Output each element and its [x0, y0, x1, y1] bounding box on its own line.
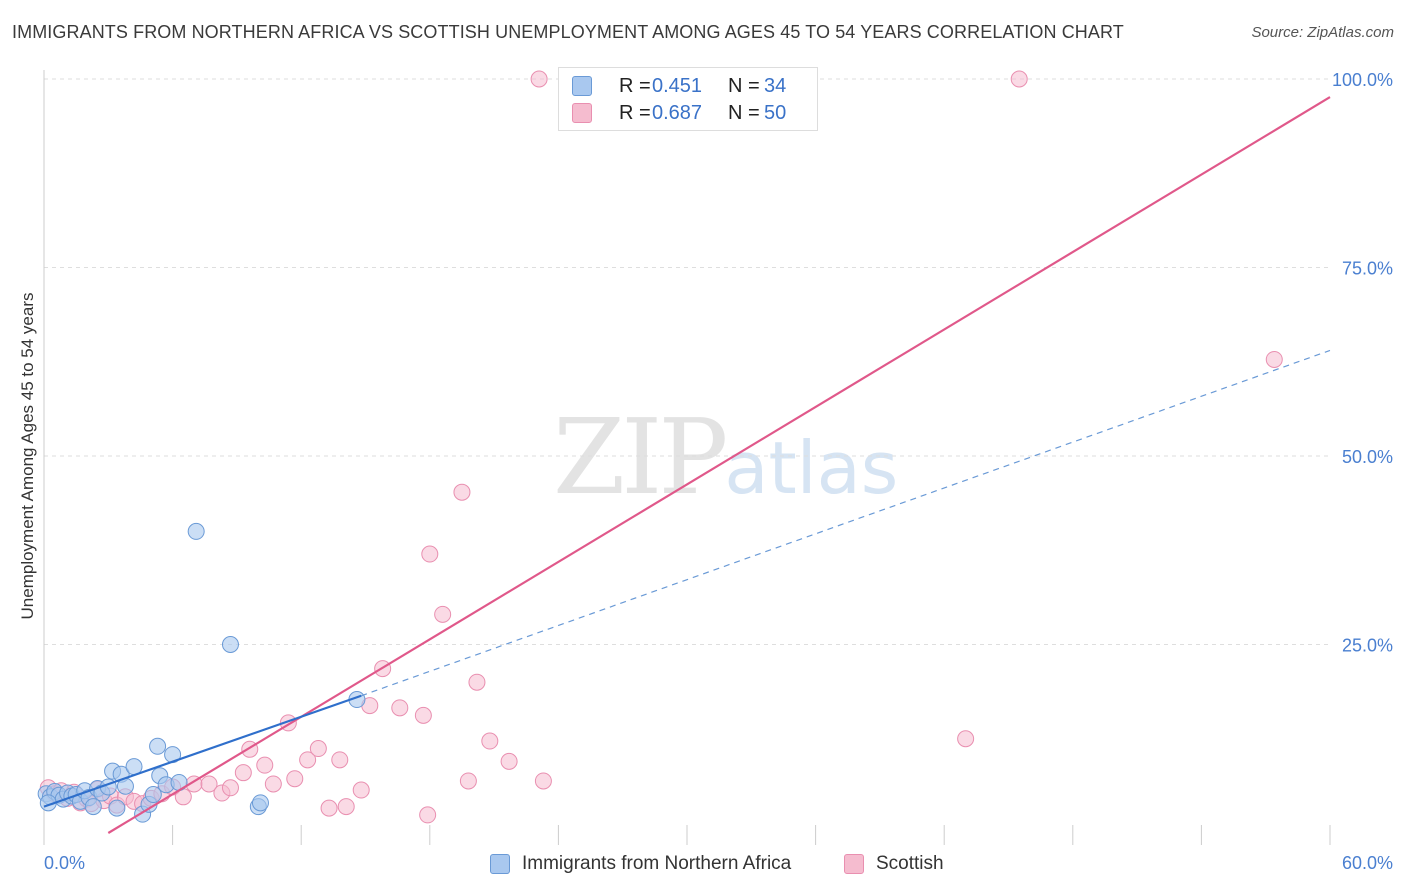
scatter-point-scottish [264, 775, 282, 793]
bottom-legend-immigrants: Immigrants from Northern Africa [490, 851, 791, 877]
trend-line-immigrants [43, 694, 362, 808]
trend-line-immigrants-extension [361, 349, 1331, 697]
trend-line-scottish [107, 96, 1331, 834]
scatter-point-scottish [414, 706, 432, 724]
scatter-point-scottish [421, 545, 439, 563]
scatter-point-scottish [299, 751, 317, 769]
scatter-point-immigrants [84, 798, 102, 816]
scatter-point-immigrants [251, 794, 269, 812]
legend-r-value: 0.451 [652, 74, 703, 97]
scatter-point-immigrants [221, 636, 239, 653]
scatter-point-immigrants [187, 522, 205, 540]
legend-n-value: 34 [764, 74, 787, 97]
scatter-point-scottish [200, 775, 218, 793]
legend-n-label: N = [728, 101, 760, 124]
y-tick-label: 100.0% [1332, 70, 1393, 90]
scatter-point-scottish [530, 70, 548, 88]
scatter-point-immigrants [149, 737, 167, 755]
scatter-point-scottish [309, 740, 327, 758]
scatter-point-scottish [459, 772, 477, 790]
legend-swatch-blue [572, 76, 592, 96]
scatter-point-scottish [286, 770, 304, 788]
scatter-point-immigrants [108, 799, 126, 817]
y-tick-label: 50.0% [1342, 447, 1393, 467]
source-label: Source: ZipAtlas.com [1251, 24, 1394, 41]
bottom-legend-label: Scottish [876, 853, 944, 874]
scatter-point-scottish [234, 764, 252, 782]
x-tick-label: 0.0% [44, 853, 85, 873]
scatter-point-scottish [534, 772, 552, 790]
scatter-point-scottish [500, 752, 518, 770]
legend-n-value: 50 [764, 101, 787, 124]
legend-n-label: N = [728, 74, 760, 97]
legend-r-label: R = [619, 74, 651, 97]
y-axis-label: Unemployment Among Ages 45 to 54 years [18, 292, 37, 620]
scatter-point-scottish [957, 730, 975, 748]
bottom-legend-label: Immigrants from Northern Africa [522, 853, 792, 874]
scatter-point-scottish [434, 605, 452, 623]
scatter-point-immigrants [144, 786, 162, 804]
scatter-point-scottish [221, 779, 239, 797]
scatter-point-scottish [256, 756, 274, 774]
x-tick-label: 60.0% [1342, 853, 1393, 873]
legend-swatch-pink [572, 103, 592, 123]
scatter-point-scottish [352, 781, 370, 799]
scatter-point-scottish [320, 799, 338, 817]
scatter-point-scottish [391, 699, 409, 717]
watermark-atlas: atlas [724, 426, 899, 510]
scatter-point-scottish [337, 798, 355, 816]
bottom-legend-swatch-pink [844, 854, 864, 874]
bottom-legend-scottish: Scottish [844, 851, 944, 877]
scatter-point-scottish [1010, 70, 1028, 88]
correlation-legend: R = 0.451 N = 34 R = 0.687 N = 50 [558, 67, 818, 131]
scatter-point-scottish [1265, 350, 1283, 368]
scatter-point-scottish [419, 806, 437, 824]
y-tick-label: 75.0% [1342, 259, 1393, 279]
bottom-legend-swatch-blue [490, 854, 510, 874]
legend-r-value: 0.687 [652, 101, 703, 124]
scatter-point-scottish [468, 673, 486, 691]
scatter-point-scottish [453, 483, 471, 501]
scatter-point-scottish [331, 751, 349, 769]
watermark: ZIPatlas [553, 396, 898, 518]
legend-r-label: R = [619, 101, 651, 124]
scatter-point-scottish [481, 732, 499, 750]
chart-title: IMMIGRANTS FROM NORTHERN AFRICA VS SCOTT… [12, 22, 1124, 42]
watermark-zip: ZIP [553, 396, 728, 518]
y-tick-label: 25.0% [1342, 636, 1393, 656]
